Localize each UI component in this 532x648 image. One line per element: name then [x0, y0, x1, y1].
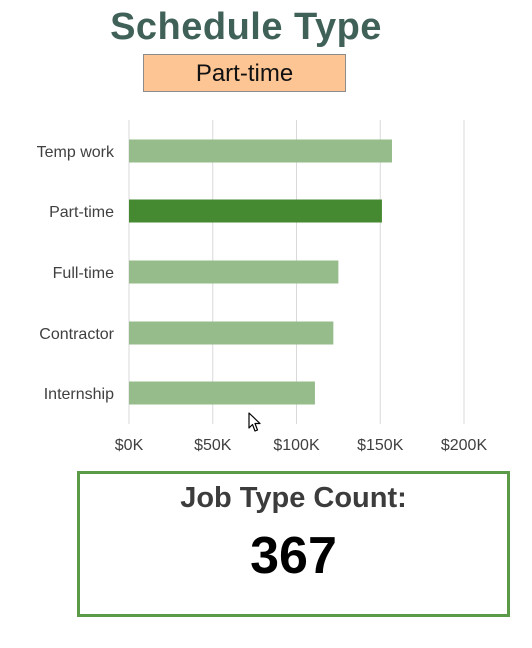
- category-label-full-time: Full-time: [53, 265, 114, 282]
- x-tick-label-4: $200K: [441, 437, 488, 454]
- chart-title: Schedule Type: [110, 6, 382, 48]
- x-tick-label-1: $50K: [194, 437, 232, 454]
- category-label-contractor: Contractor: [39, 326, 114, 343]
- selected-schedule-type[interactable]: Part-time: [143, 54, 346, 92]
- x-tick-label-3: $150K: [357, 437, 404, 454]
- job-type-count-card: Job Type Count: 367: [77, 471, 510, 617]
- mouse-pointer-icon: [248, 412, 261, 432]
- category-label-internship: Internship: [44, 386, 114, 403]
- x-tick-label-0: $0K: [115, 437, 144, 454]
- bars: [129, 139, 392, 405]
- category-label-temp-work: Temp work: [37, 144, 115, 161]
- x-tick-label-2: $100K: [273, 437, 320, 454]
- bar-chart: Temp work Part-time Full-time Contractor Int…: [37, 120, 488, 454]
- category-labels: Temp work Part-time Full-time Contractor Int…: [37, 144, 115, 403]
- bar-part-time[interactable]: [129, 199, 382, 223]
- category-label-part-time: Part-time: [49, 204, 114, 221]
- bar-temp-work[interactable]: [129, 139, 392, 163]
- bar-internship[interactable]: [129, 381, 315, 405]
- bar-contractor[interactable]: [129, 321, 334, 345]
- kpi-value: 367: [250, 527, 337, 585]
- bar-full-time[interactable]: [129, 260, 339, 284]
- kpi-label: Job Type Count:: [180, 482, 407, 514]
- x-axis-tick-labels: $0K $50K $100K $150K $200K: [115, 437, 488, 454]
